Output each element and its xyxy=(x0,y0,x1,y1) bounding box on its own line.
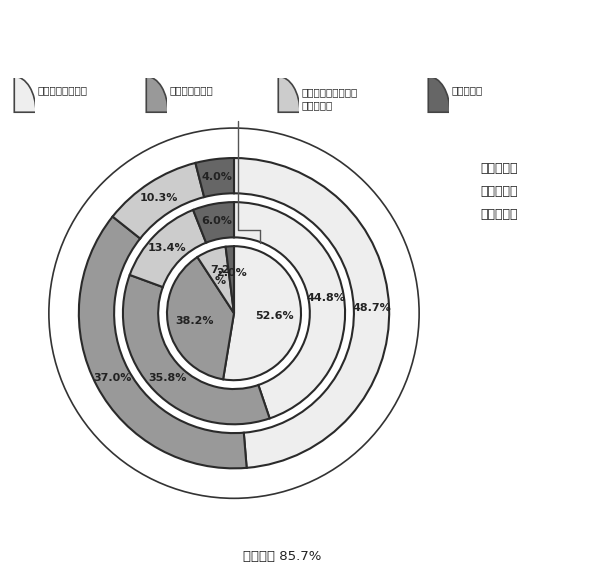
Wedge shape xyxy=(278,77,300,113)
Wedge shape xyxy=(197,246,234,313)
Text: 35.8%: 35.8% xyxy=(148,374,186,383)
Wedge shape xyxy=(146,77,168,113)
Text: わからない: わからない xyxy=(302,100,333,110)
Wedge shape xyxy=(193,202,234,242)
Text: 2.0%: 2.0% xyxy=(216,268,247,278)
Wedge shape xyxy=(428,77,450,113)
Text: 48.7%: 48.7% xyxy=(352,303,391,313)
Wedge shape xyxy=(167,257,234,379)
Text: 7.2
%: 7.2 % xyxy=(210,264,230,287)
Text: N＝1000: N＝1000 xyxy=(493,30,551,45)
Wedge shape xyxy=(123,275,269,425)
Wedge shape xyxy=(113,163,204,238)
Text: 家計への食品値上げの影響: 家計への食品値上げの影響 xyxy=(173,26,343,50)
Wedge shape xyxy=(223,246,301,380)
Wedge shape xyxy=(130,210,206,287)
Wedge shape xyxy=(234,202,345,418)
Text: 44.8%: 44.8% xyxy=(307,293,346,303)
Text: 少し影響がある: 少し影響がある xyxy=(170,85,214,95)
Text: 6.0%: 6.0% xyxy=(201,216,232,226)
Text: 37.0%: 37.0% xyxy=(94,373,132,383)
Text: 影響はない: 影響はない xyxy=(452,85,483,95)
Text: 10.3%: 10.3% xyxy=(140,193,178,203)
Text: 大円：全体
中円：男性
小円：女性: 大円：全体 中円：男性 小円：女性 xyxy=(480,162,517,222)
Wedge shape xyxy=(14,77,36,113)
Wedge shape xyxy=(226,246,234,313)
Text: 52.6%: 52.6% xyxy=(255,311,293,321)
Text: 影響あり 85.7%: 影響あり 85.7% xyxy=(243,550,321,563)
Text: かなり影響がある: かなり影響がある xyxy=(38,85,88,95)
Wedge shape xyxy=(196,158,234,197)
Wedge shape xyxy=(234,158,389,468)
Text: 13.4%: 13.4% xyxy=(148,243,187,253)
Wedge shape xyxy=(79,216,247,469)
Text: 特に意識していない: 特に意識していない xyxy=(302,87,358,97)
Text: 4.0%: 4.0% xyxy=(202,172,232,182)
Text: 38.2%: 38.2% xyxy=(175,317,214,327)
